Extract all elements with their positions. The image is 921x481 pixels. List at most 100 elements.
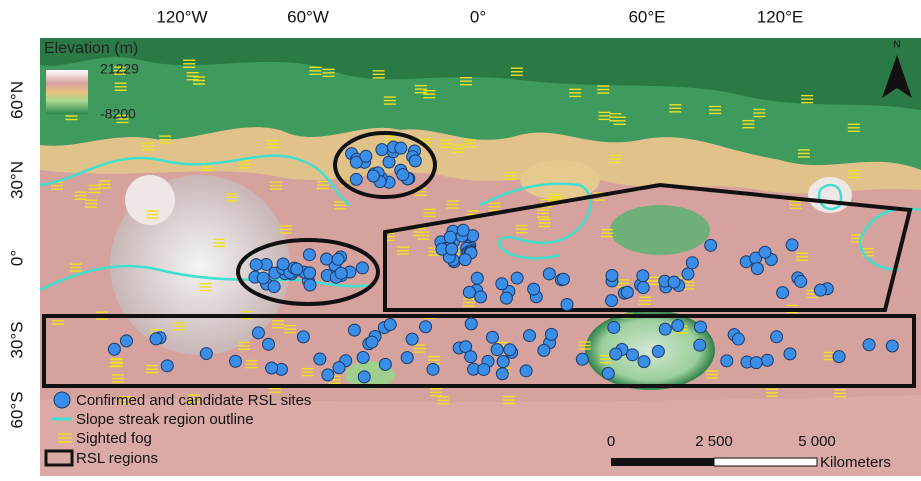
rsl-site xyxy=(297,331,309,343)
rsl-site xyxy=(465,351,477,363)
rsl-site xyxy=(761,354,773,366)
elevation-title: Elevation (m) xyxy=(44,40,138,57)
rsl-site xyxy=(357,351,369,363)
rsl-site xyxy=(686,257,698,269)
rsl-site xyxy=(161,360,173,372)
rsl-site xyxy=(610,348,622,360)
rsl-site xyxy=(795,275,807,287)
rsl-site xyxy=(637,282,649,294)
rsl-site xyxy=(694,321,706,333)
rsl-site xyxy=(444,231,456,243)
rsl-site xyxy=(621,286,633,298)
rsl-site xyxy=(120,335,132,347)
rsl-site xyxy=(606,269,618,281)
north-label: N xyxy=(893,40,900,51)
map-figure: 120°W 60°W 0° 60°E 120°E 60°N 30°N 0° 30… xyxy=(0,0,921,476)
rsl-site xyxy=(814,284,826,296)
latitude-label: 60°S xyxy=(7,391,26,428)
rsl-site xyxy=(376,144,388,156)
scale-label: 2 500 xyxy=(695,433,733,450)
rsl-site xyxy=(672,320,684,332)
rsl-site xyxy=(150,333,162,345)
rsl-site xyxy=(304,279,316,291)
rsl-site xyxy=(406,333,418,345)
rsl-site xyxy=(538,344,550,356)
rsl-site xyxy=(557,273,569,285)
rsl-site xyxy=(543,268,555,280)
rsl-site xyxy=(303,249,315,261)
rsl-site xyxy=(257,272,269,284)
rsl-site xyxy=(395,142,407,154)
rsl-site xyxy=(314,353,326,365)
rsl-site xyxy=(608,321,620,333)
rsl-site xyxy=(886,340,898,352)
rsl-site xyxy=(266,362,278,374)
rsl-site xyxy=(863,339,875,351)
rsl-site xyxy=(475,291,487,303)
rsl-site xyxy=(108,343,120,355)
elevation-min: -8200 xyxy=(100,106,136,122)
rsl-site xyxy=(446,243,458,255)
rsl-site xyxy=(504,344,516,356)
rsl-site xyxy=(348,324,360,336)
rsl-site xyxy=(335,267,347,279)
rsl-site xyxy=(500,292,512,304)
rsl-site xyxy=(332,253,344,265)
rsl-site xyxy=(471,272,483,284)
rsl-site xyxy=(268,281,280,293)
rsl-site xyxy=(561,298,573,310)
longitude-label: 60°W xyxy=(287,7,329,26)
rsl-site xyxy=(497,356,509,368)
rsl-site xyxy=(777,287,789,299)
rsl-site xyxy=(291,263,303,275)
rsl-site xyxy=(321,253,333,265)
rsl-site xyxy=(833,351,845,363)
rsl-site xyxy=(545,328,557,340)
rsl-site xyxy=(252,327,264,339)
rsl-site xyxy=(496,278,508,290)
rsl-site xyxy=(333,362,345,374)
rsl-site xyxy=(350,173,362,185)
scale-unit: Kilometers xyxy=(820,454,891,471)
rsl-site xyxy=(401,352,413,364)
rsl-site xyxy=(682,268,694,280)
rsl-site xyxy=(491,344,503,356)
latitude-label: 60°N xyxy=(7,81,26,119)
rsl-site xyxy=(759,246,771,258)
latitude-label: 0° xyxy=(7,250,26,266)
rsl-site xyxy=(511,272,523,284)
longitude-label: 60°E xyxy=(628,7,665,26)
elevation-ramp xyxy=(46,70,88,114)
rsl-site xyxy=(638,356,650,368)
longitude-label: 120°W xyxy=(156,7,207,26)
rsl-site xyxy=(420,321,432,333)
rsl-site xyxy=(360,150,372,162)
rsl-site xyxy=(263,338,275,350)
legend-label: Slope streak region outline xyxy=(76,411,254,428)
elevation-max: 21229 xyxy=(100,61,139,77)
latitude-label: 30°S xyxy=(7,321,26,358)
rsl-site xyxy=(459,254,471,266)
scale-label: 0 xyxy=(607,433,615,450)
rsl-site xyxy=(250,259,262,271)
rsl-site xyxy=(366,336,378,348)
rsl-site xyxy=(576,353,588,365)
rsl-site xyxy=(602,367,614,379)
rsl-site xyxy=(750,357,762,369)
rsl-site xyxy=(524,330,536,342)
rsl-site xyxy=(721,355,733,367)
rsl-site xyxy=(457,224,469,236)
rsl-site xyxy=(397,169,409,181)
rsl-site xyxy=(732,333,744,345)
rsl-site xyxy=(751,263,763,275)
legend-label: RSL regions xyxy=(76,450,158,467)
rsl-site xyxy=(409,155,421,167)
rsl-site xyxy=(322,369,334,381)
rsl-site xyxy=(277,258,289,270)
latitude-label: 30°N xyxy=(7,161,26,199)
rsl-site xyxy=(659,323,671,335)
rsl-site xyxy=(478,363,490,375)
rsl-site xyxy=(784,348,796,360)
rsl-site xyxy=(520,365,532,377)
rsl-site xyxy=(668,276,680,288)
